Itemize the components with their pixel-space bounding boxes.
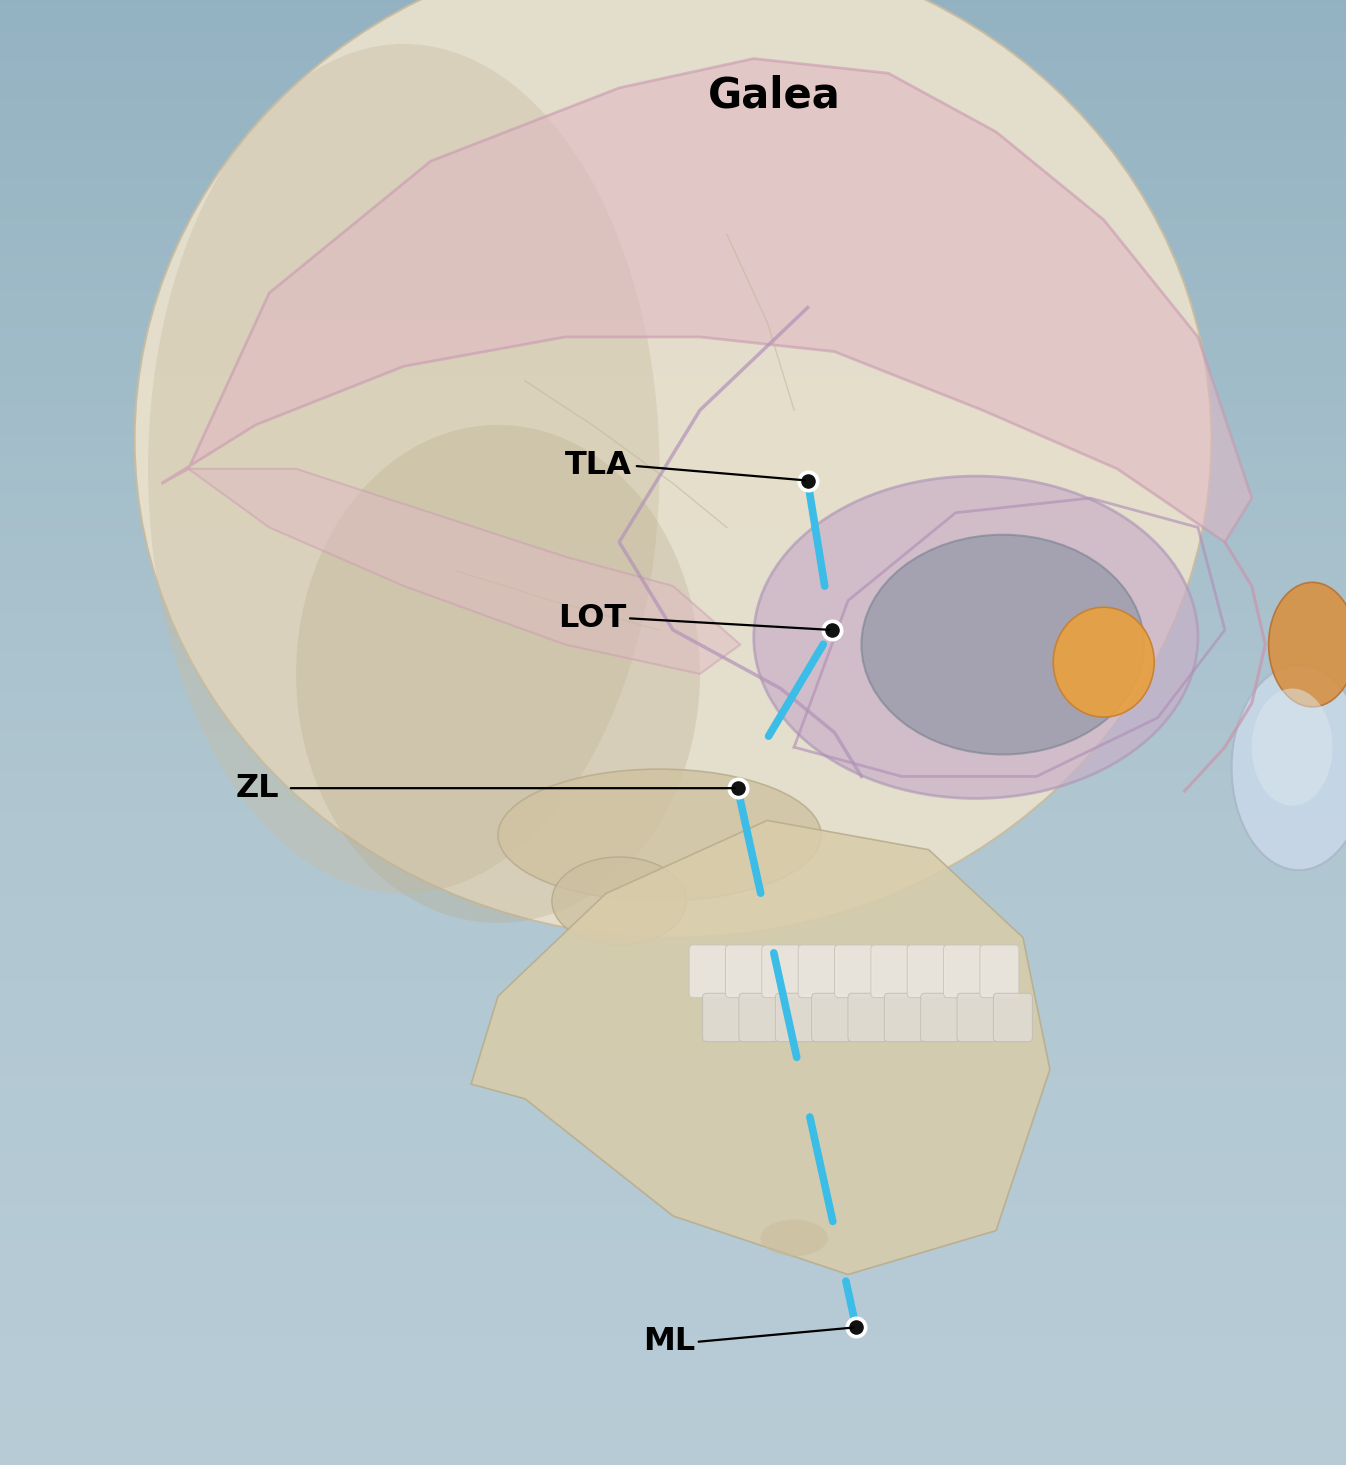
FancyBboxPatch shape <box>689 945 728 998</box>
Ellipse shape <box>135 0 1211 938</box>
FancyBboxPatch shape <box>775 993 814 1042</box>
FancyBboxPatch shape <box>798 945 837 998</box>
Ellipse shape <box>1268 582 1346 708</box>
Point <box>821 618 843 642</box>
Ellipse shape <box>296 425 700 923</box>
Point <box>797 469 818 492</box>
Text: Galea: Galea <box>708 75 840 116</box>
Text: ML: ML <box>643 1326 696 1358</box>
FancyBboxPatch shape <box>835 945 874 998</box>
FancyBboxPatch shape <box>907 945 946 998</box>
Point <box>845 1316 867 1339</box>
Ellipse shape <box>1252 689 1333 806</box>
FancyBboxPatch shape <box>812 993 851 1042</box>
Polygon shape <box>188 469 740 674</box>
Ellipse shape <box>552 857 686 945</box>
Ellipse shape <box>754 476 1198 798</box>
Ellipse shape <box>1232 665 1346 870</box>
Polygon shape <box>471 820 1050 1275</box>
Point <box>845 1316 867 1339</box>
Point <box>821 618 843 642</box>
FancyBboxPatch shape <box>921 993 960 1042</box>
Ellipse shape <box>148 44 660 894</box>
FancyBboxPatch shape <box>980 945 1019 998</box>
FancyBboxPatch shape <box>762 945 801 998</box>
Ellipse shape <box>498 769 821 901</box>
FancyBboxPatch shape <box>848 993 887 1042</box>
Point <box>727 776 748 800</box>
Text: ZL: ZL <box>236 772 279 804</box>
FancyBboxPatch shape <box>957 993 996 1042</box>
Ellipse shape <box>1054 608 1154 718</box>
FancyBboxPatch shape <box>739 993 778 1042</box>
Polygon shape <box>162 59 1252 542</box>
Text: LOT: LOT <box>559 602 627 634</box>
FancyBboxPatch shape <box>871 945 910 998</box>
FancyBboxPatch shape <box>703 993 742 1042</box>
Point <box>797 469 818 492</box>
Point <box>727 776 748 800</box>
FancyBboxPatch shape <box>725 945 765 998</box>
Text: TLA: TLA <box>565 450 633 482</box>
FancyBboxPatch shape <box>944 945 983 998</box>
FancyBboxPatch shape <box>993 993 1032 1042</box>
FancyBboxPatch shape <box>884 993 923 1042</box>
Ellipse shape <box>861 535 1144 754</box>
Ellipse shape <box>760 1219 828 1257</box>
